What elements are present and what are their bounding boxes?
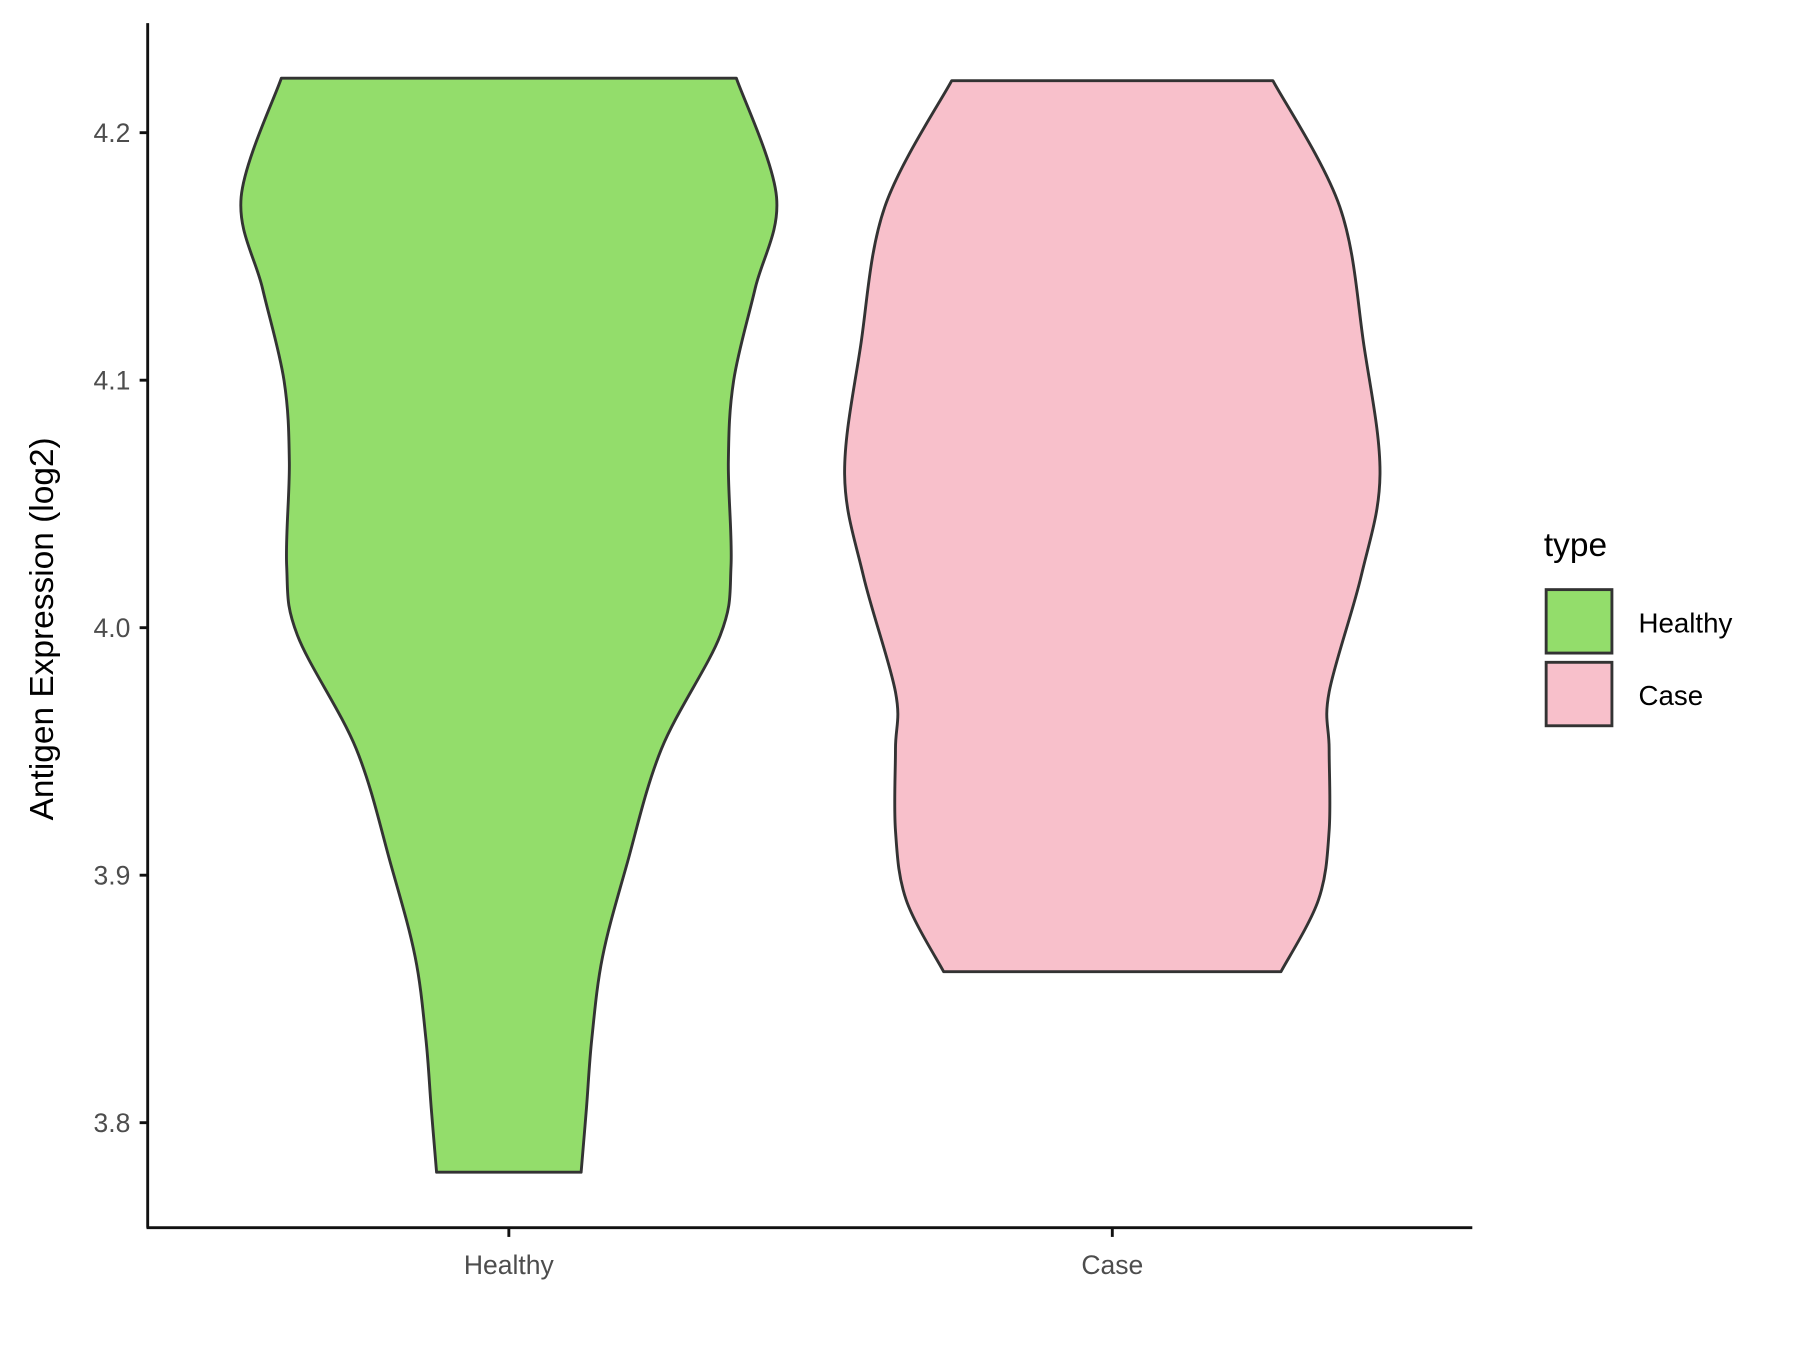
legend-items: Healthy Case	[1544, 588, 1732, 728]
legend: type Healthy Case	[1544, 527, 1732, 728]
x-tick-label: Case	[1081, 1250, 1143, 1280]
y-tick-label: 4.2	[94, 118, 131, 148]
legend-label: Case	[1638, 680, 1703, 711]
violins	[239, 76, 1382, 1174]
y-tick-label: 4.1	[94, 365, 131, 395]
violin-case	[843, 79, 1382, 974]
y-ticks: 3.8 3.9 4.0 4.1 4.2	[94, 118, 148, 1138]
violin-healthy	[239, 76, 779, 1174]
y-axis-title: Antigen Expression (log2)	[24, 437, 61, 820]
x-ticks: Healthy Case	[464, 1227, 1143, 1280]
y-tick-label: 3.8	[94, 1108, 131, 1138]
x-tick-label: Healthy	[464, 1250, 555, 1280]
legend-key-case	[1544, 660, 1614, 728]
y-tick-label: 4.0	[94, 613, 131, 643]
y-tick-label: 3.9	[94, 860, 131, 890]
legend-key-healthy	[1544, 588, 1614, 655]
legend-label: Healthy	[1638, 607, 1732, 638]
legend-title: type	[1544, 527, 1607, 564]
